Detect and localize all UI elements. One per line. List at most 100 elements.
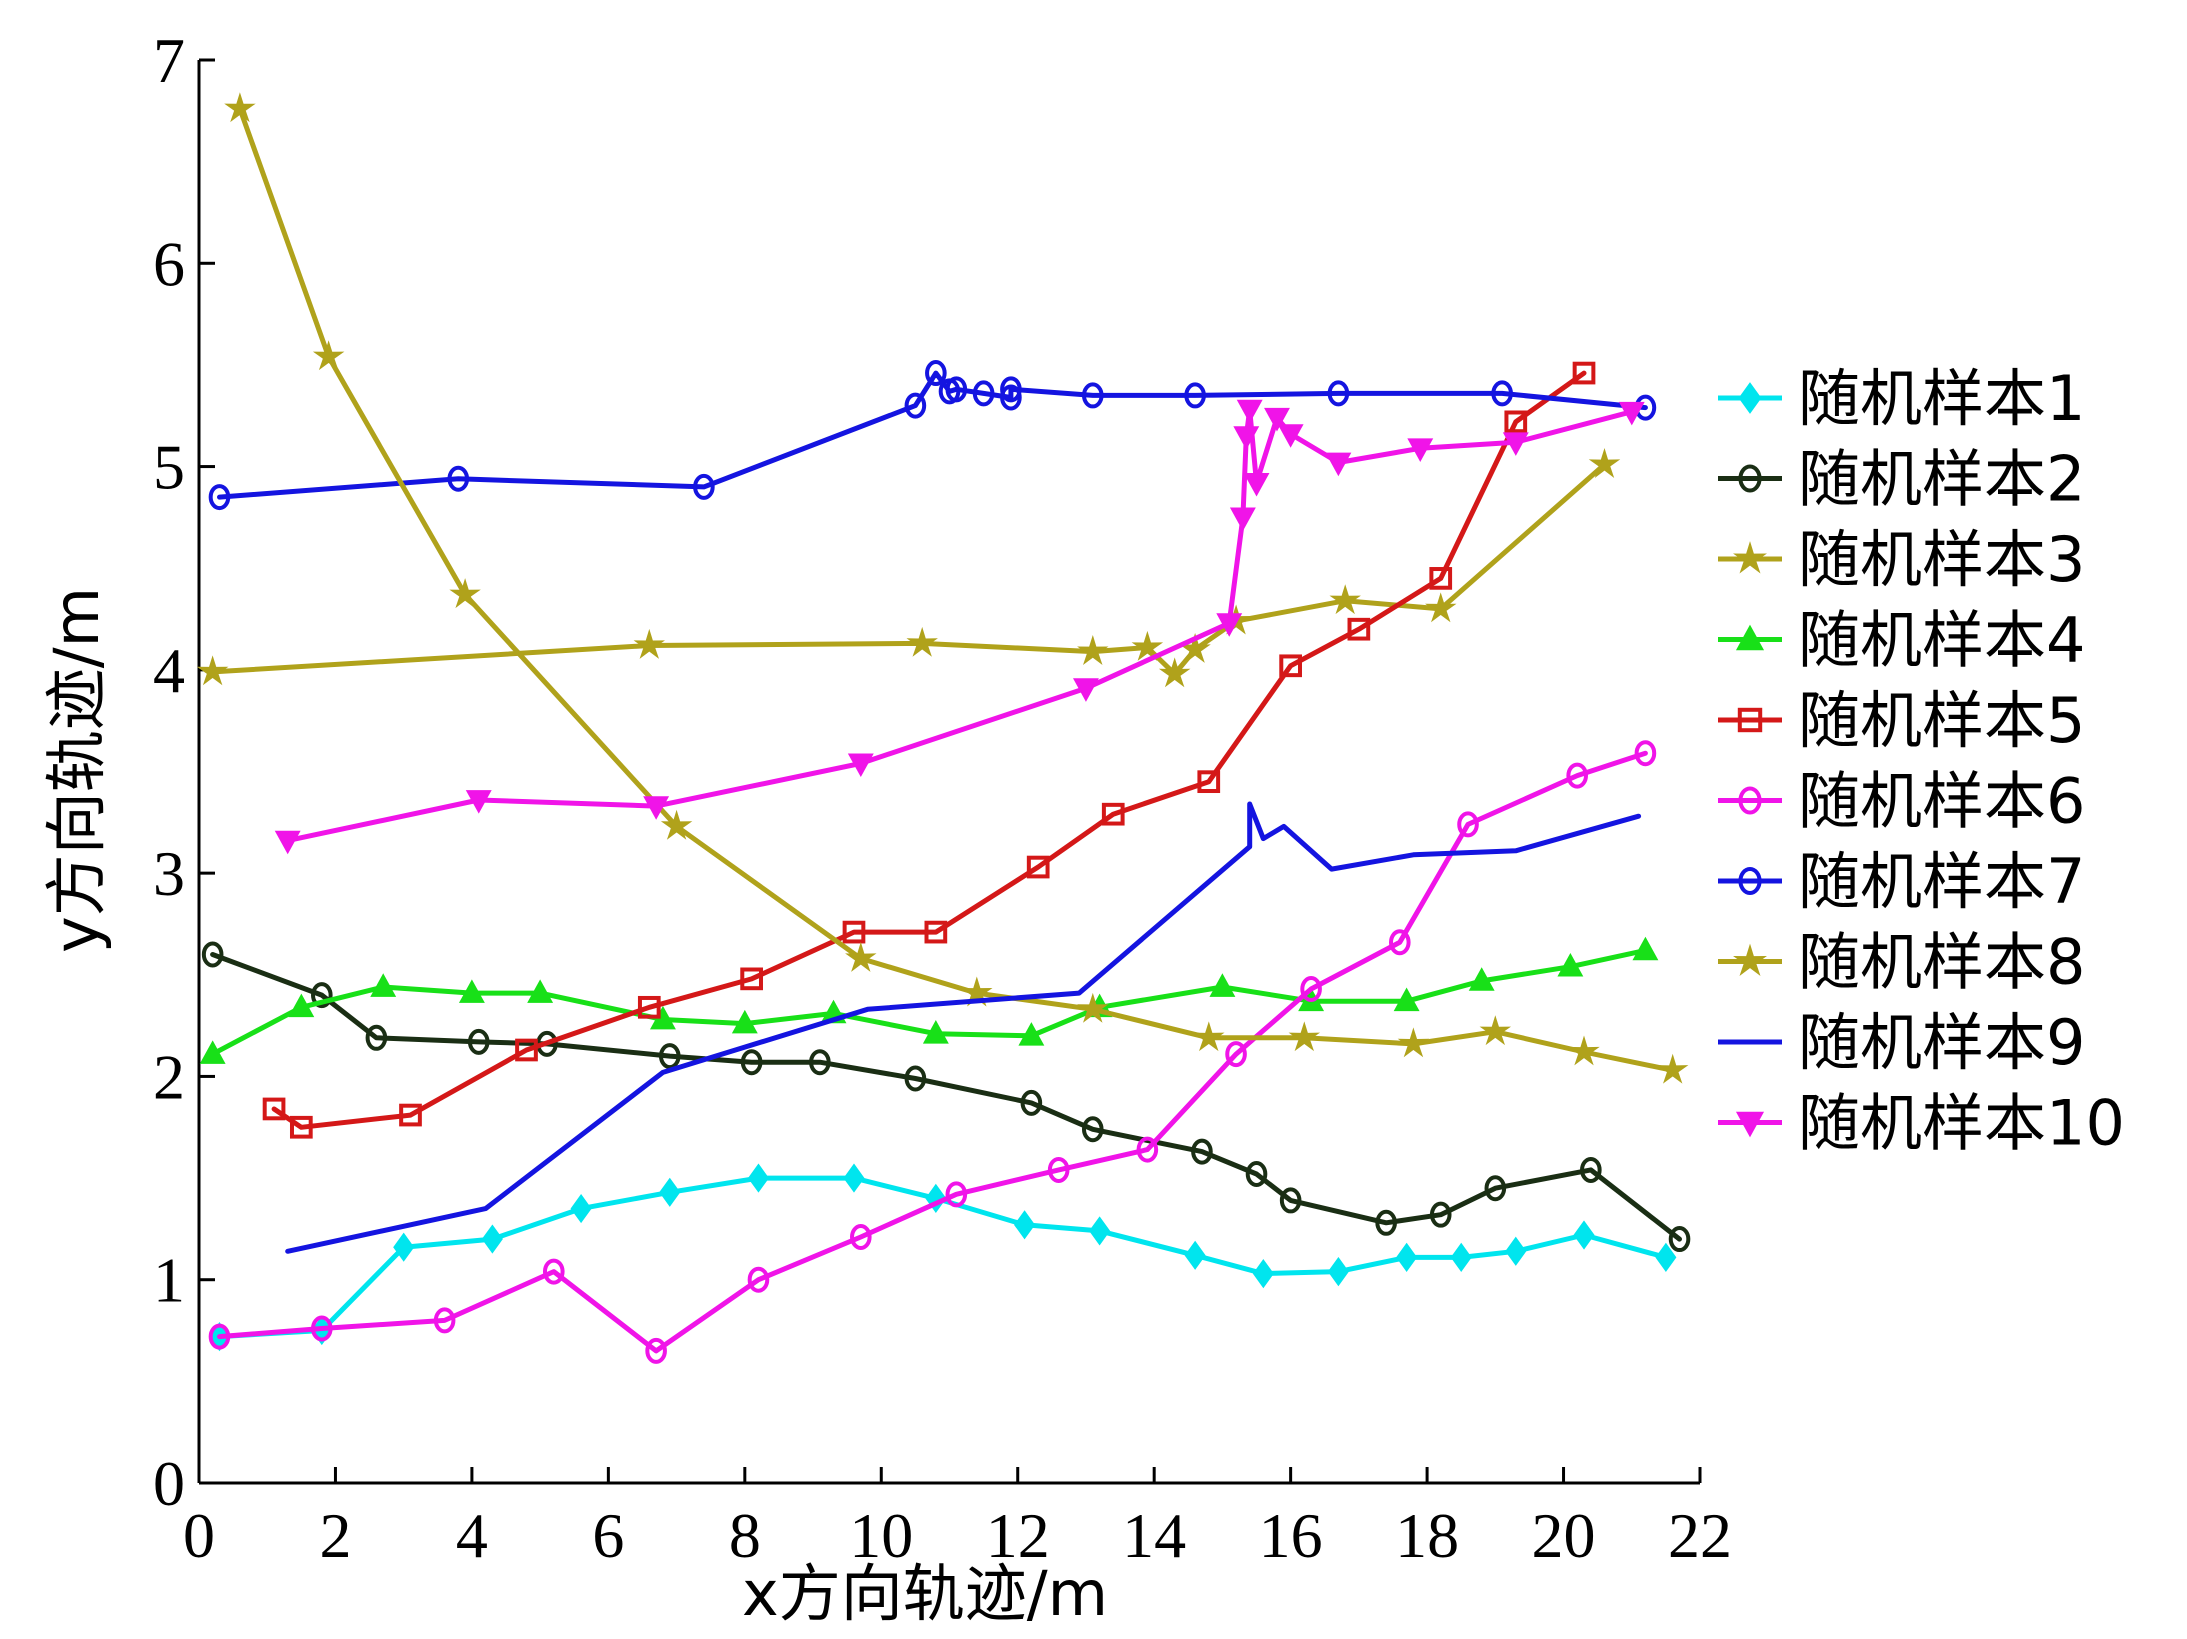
legend-item: 随机样本3 xyxy=(1718,523,2085,596)
y-tick-label: 1 xyxy=(153,1245,185,1316)
data-point xyxy=(1081,382,1104,409)
y-tick-label: 4 xyxy=(153,635,185,706)
data-point xyxy=(1192,1021,1225,1052)
data-point xyxy=(1236,399,1263,424)
data-point xyxy=(1347,617,1371,641)
data-point xyxy=(1252,1259,1274,1289)
data-point xyxy=(399,1103,422,1127)
data-point xyxy=(1184,1240,1206,1270)
data-point xyxy=(1375,1209,1397,1236)
x-tick-label: 22 xyxy=(1668,1500,1732,1571)
data-point xyxy=(1632,936,1659,961)
legend-label: 随机样本3 xyxy=(1798,523,2085,596)
data-point xyxy=(208,484,231,511)
series-2 xyxy=(201,941,1691,1253)
data-point xyxy=(527,979,554,1003)
data-point xyxy=(1502,432,1529,456)
data-point xyxy=(1131,630,1164,661)
data-point xyxy=(515,1038,538,1062)
legend-item: 随机样本1 xyxy=(1718,362,2085,435)
data-point xyxy=(1184,382,1206,409)
legend-label: 随机样本1 xyxy=(1798,362,2085,435)
data-point xyxy=(924,920,948,944)
data-point xyxy=(1073,678,1099,702)
data-point xyxy=(481,1224,503,1254)
data-point xyxy=(447,465,470,492)
legend-label: 随机样本2 xyxy=(1798,443,2085,516)
series-3 xyxy=(196,448,1621,688)
data-point xyxy=(289,1115,313,1139)
data-point xyxy=(747,1266,770,1293)
data-point xyxy=(850,1224,872,1251)
data-point xyxy=(1077,992,1109,1023)
x-tick-label: 12 xyxy=(986,1500,1050,1571)
legend-label: 随机样本9 xyxy=(1798,1006,2085,1079)
data-point xyxy=(1279,654,1302,678)
data-point xyxy=(1077,635,1109,665)
data-point xyxy=(224,92,256,123)
x-tick-label: 10 xyxy=(849,1500,913,1571)
data-point xyxy=(731,1009,758,1034)
x-tick-label: 18 xyxy=(1395,1500,1459,1571)
legend-marker xyxy=(1735,624,1765,651)
legend-marker xyxy=(1738,786,1762,815)
data-point xyxy=(570,1193,592,1224)
legend-marker xyxy=(1738,382,1762,414)
data-point xyxy=(370,973,397,997)
data-point xyxy=(1018,1022,1045,1046)
data-point xyxy=(1014,1210,1036,1240)
legend-marker xyxy=(1735,1111,1765,1138)
data-point xyxy=(904,392,927,419)
legend-marker xyxy=(1733,943,1767,976)
data-point xyxy=(1457,811,1479,838)
data-point xyxy=(433,1307,456,1334)
x-tick-label: 0 xyxy=(183,1500,215,1571)
series-8 xyxy=(224,92,1689,1084)
legend-item: 随机样本2 xyxy=(1718,443,2085,516)
data-point xyxy=(288,993,315,1018)
data-point xyxy=(274,830,301,855)
data-point xyxy=(740,1049,763,1076)
data-point xyxy=(1327,1256,1349,1287)
data-point xyxy=(1656,1053,1689,1084)
data-point xyxy=(393,1232,415,1262)
data-point xyxy=(1655,1242,1677,1272)
series-9 xyxy=(285,801,1642,1254)
data-point xyxy=(842,920,866,944)
data-point xyxy=(1429,1201,1452,1228)
data-point xyxy=(843,1163,865,1193)
data-point xyxy=(643,796,670,820)
data-point xyxy=(660,809,693,840)
x-tick-label: 14 xyxy=(1122,1500,1186,1571)
series-10 xyxy=(274,399,1645,855)
legend-label: 随机样本4 xyxy=(1798,604,2085,677)
data-point xyxy=(1089,1216,1111,1246)
legend-item: 随机样本8 xyxy=(1718,926,2085,999)
data-point xyxy=(311,1315,333,1342)
data-point xyxy=(1668,1226,1691,1253)
data-point xyxy=(809,1049,831,1076)
data-point xyxy=(1288,1021,1321,1052)
series-8-line xyxy=(237,106,1676,1073)
data-point xyxy=(904,1065,927,1092)
data-point xyxy=(1504,410,1528,434)
x-tick-label: 20 xyxy=(1532,1500,1596,1571)
data-point xyxy=(845,941,877,972)
data-point xyxy=(693,473,715,500)
x-tick-label: 2 xyxy=(319,1500,351,1571)
legend-item: 随机样本6 xyxy=(1718,765,2085,838)
y-tick-label: 5 xyxy=(153,432,185,503)
data-point xyxy=(542,1258,565,1285)
legend-label: 随机样本8 xyxy=(1798,926,2085,999)
data-point xyxy=(208,1323,231,1350)
data-point xyxy=(1101,802,1125,826)
data-point xyxy=(1634,740,1657,767)
data-point xyxy=(1429,567,1453,590)
data-point xyxy=(945,1181,968,1208)
series-3-line xyxy=(210,462,1607,677)
series-4 xyxy=(199,936,1659,1064)
data-point xyxy=(1573,1220,1595,1250)
data-point xyxy=(365,1024,388,1051)
series-7 xyxy=(208,360,1657,511)
